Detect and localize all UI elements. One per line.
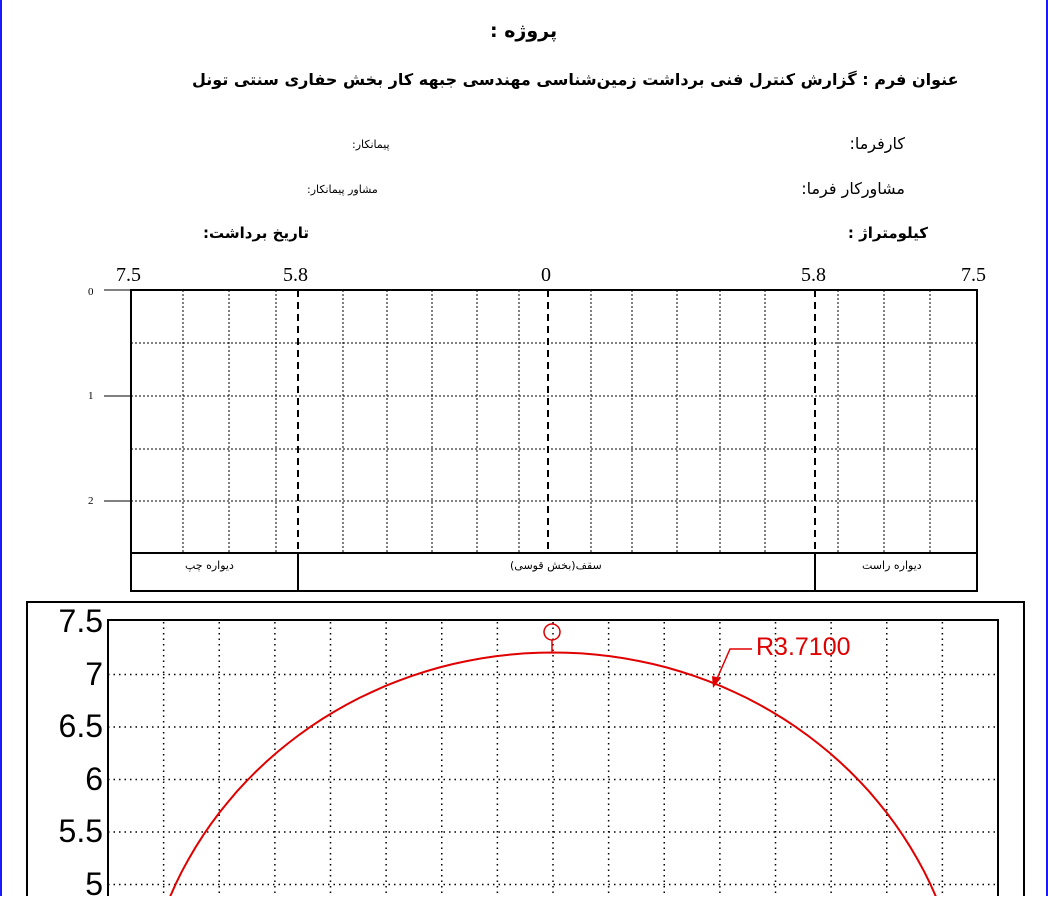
y-tick-label: 5 (85, 865, 103, 902)
depth-label-0: 0 (88, 286, 94, 298)
profile-chart-border (26, 601, 1025, 896)
top-label-left-5.8: 5.8 (283, 264, 308, 286)
survey-date-label: تاریخ برداشت: (203, 224, 309, 242)
form-title: عنوان فرم : گزارش کنترل فنی برداشت زمین‌… (192, 70, 959, 89)
window-border-right (1046, 0, 1048, 896)
face-grid-border (130, 289, 978, 592)
y-tick-label: 6.5 (58, 708, 103, 744)
contractor-label: پیمانکار: (352, 138, 390, 151)
employer-consultant-label: مشاورکار فرما: (801, 179, 905, 198)
zone-right-wall: دیواره راست (862, 559, 922, 572)
depth-label-1: 1 (88, 390, 94, 402)
contractor-consultant-label: مشاور پیمانکار: (307, 183, 378, 196)
top-label-center: 0 (541, 264, 551, 286)
y-tick-label: 6 (85, 760, 103, 797)
y-tick-label: 7 (85, 655, 103, 692)
radius-leader (715, 648, 752, 682)
top-label-right-7.5: 7.5 (961, 264, 986, 286)
top-label-left-7.5: 7.5 (116, 264, 141, 286)
zone-crown: سقف(بخش قوسی) (510, 559, 602, 572)
chainage-label: کیلومتراژ : (847, 224, 928, 242)
project-label: پروژه : (490, 20, 558, 42)
zone-left-wall: دیواره چپ (185, 559, 234, 572)
radius-label: R3.7100 (756, 633, 851, 661)
y-tick-label: 7.5 (58, 603, 103, 639)
depth-label-2: 2 (88, 495, 94, 507)
tunnel-profile-arc (169, 651, 937, 896)
y-tick-label: 5.5 (58, 813, 103, 849)
centerline-symbol-icon (543, 623, 561, 641)
top-label-right-5.8: 5.8 (801, 264, 826, 286)
employer-label: کارفرما: (849, 134, 905, 153)
window-border-left (0, 0, 2, 896)
